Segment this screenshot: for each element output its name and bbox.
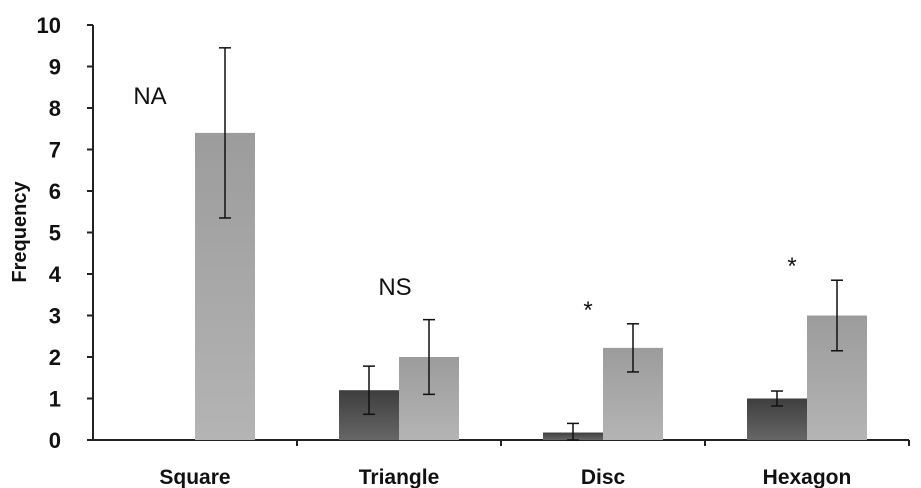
significance-label: NA bbox=[133, 83, 166, 110]
significance-label: * bbox=[583, 297, 592, 324]
bars bbox=[195, 132, 867, 440]
y-axis: 0 1 2 3 4 5 6 7 8 9 10 bbox=[37, 13, 94, 453]
y-tick-label: 10 bbox=[37, 13, 61, 38]
annotations: NA NS * * bbox=[133, 83, 796, 324]
y-tick-label: 4 bbox=[49, 262, 62, 287]
y-tick-label: 7 bbox=[49, 138, 61, 163]
x-tick-label: Square bbox=[159, 466, 230, 488]
y-tick-label: 5 bbox=[49, 221, 61, 246]
x-tick-label: Hexagon bbox=[763, 466, 852, 488]
y-tick-label: 0 bbox=[49, 428, 61, 453]
y-tick-label: 8 bbox=[49, 96, 61, 121]
y-axis-label: Frequency bbox=[9, 181, 31, 283]
x-tick-label: Disc bbox=[581, 466, 626, 488]
y-tick-label: 2 bbox=[49, 345, 61, 370]
y-tick-label: 9 bbox=[49, 55, 61, 80]
x-tick-label: Triangle bbox=[359, 466, 440, 488]
y-tick-label: 1 bbox=[49, 387, 61, 412]
x-axis: Square Triangle Disc Hexagon bbox=[93, 439, 910, 488]
error-bars bbox=[219, 47, 843, 441]
significance-label: * bbox=[787, 253, 796, 280]
y-tick-label: 6 bbox=[49, 179, 61, 204]
y-tick-label: 3 bbox=[49, 304, 61, 329]
significance-label: NS bbox=[378, 274, 411, 301]
